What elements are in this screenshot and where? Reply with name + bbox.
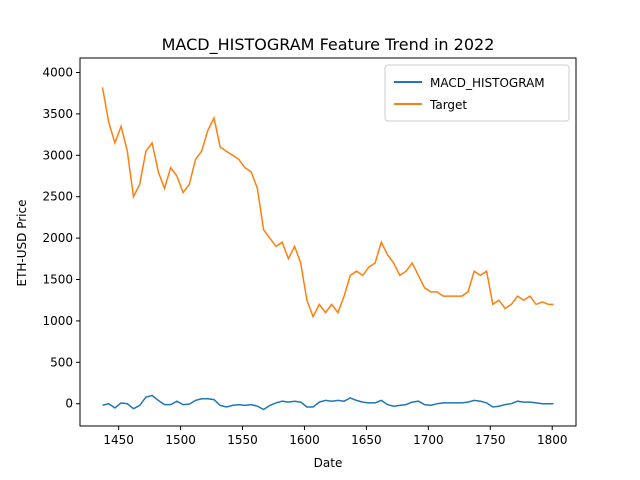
x-tick-label: 1750 <box>475 433 506 447</box>
legend-label: MACD_HISTOGRAM <box>430 76 545 90</box>
chart-title: MACD_HISTOGRAM Feature Trend in 2022 <box>162 35 495 55</box>
x-tick-label: 1500 <box>165 433 196 447</box>
x-tick-label: 1800 <box>537 433 568 447</box>
y-axis-label: ETH-USD Price <box>15 200 29 287</box>
y-tick-label: 1500 <box>42 273 73 287</box>
y-tick-label: 4000 <box>42 65 73 79</box>
x-tick-label: 1600 <box>289 433 320 447</box>
x-tick-label: 1700 <box>413 433 444 447</box>
x-tick-label: 1450 <box>103 433 134 447</box>
y-tick-label: 2500 <box>42 190 73 204</box>
y-tick-label: 2000 <box>42 231 73 245</box>
y-tick-label: 1000 <box>42 314 73 328</box>
series-line <box>102 394 554 411</box>
x-axis-label: Date <box>314 456 343 470</box>
x-tick-label: 1650 <box>351 433 382 447</box>
y-tick-label: 3000 <box>42 148 73 162</box>
y-tick-label: 3500 <box>42 107 73 121</box>
plot-frame <box>79 57 577 427</box>
y-tick-label: 0 <box>65 397 73 411</box>
x-tick-label: 1550 <box>227 433 258 447</box>
legend-label: Target <box>429 98 467 112</box>
legend-box <box>384 64 570 122</box>
series-line <box>101 87 554 319</box>
y-tick-label: 500 <box>50 355 73 369</box>
